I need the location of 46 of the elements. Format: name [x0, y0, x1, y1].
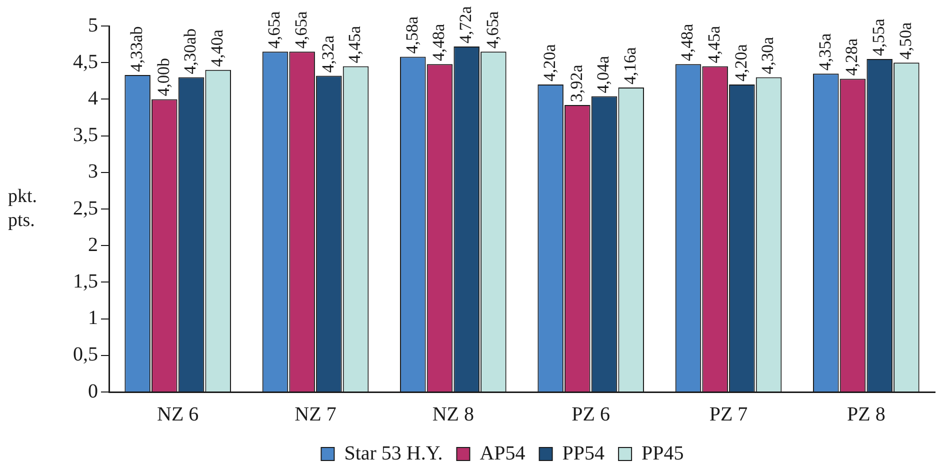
data-label: 3,92a: [566, 64, 586, 102]
y-tick-label: 5: [88, 14, 98, 36]
data-label: 4,65a: [264, 10, 284, 49]
data-label: 4,48a: [429, 23, 448, 62]
legend-label: PP45: [642, 442, 684, 464]
legend-label: PP54: [562, 442, 605, 464]
data-label: 4,16a: [620, 46, 640, 84]
y-tick-label: 3,5: [73, 124, 98, 146]
data-label: 4,32a: [318, 35, 338, 73]
y-tick-label: 2: [88, 234, 98, 256]
data-label: 4,20a: [540, 44, 560, 82]
data-label: 4,65a: [482, 10, 502, 49]
y-tick-label: 1,5: [73, 270, 98, 292]
data-label: 4,45a: [345, 26, 364, 64]
data-label: 4,55a: [869, 18, 888, 56]
legend-label: AP54: [480, 442, 526, 464]
x-tick-label: NZ 7: [294, 403, 336, 426]
y-axis-title: pkt. pts.: [8, 186, 38, 231]
data-label: 4,04a: [594, 56, 613, 94]
data-label: 4,58a: [402, 16, 422, 54]
y-tick-label: 3: [88, 160, 98, 183]
x-tick-label: PZ 8: [846, 403, 886, 426]
data-label: 4,45a: [704, 26, 724, 64]
data-label: 4,28a: [842, 38, 862, 76]
data-label: 4,30a: [758, 36, 778, 74]
legend-label: Star 53 H.Y.: [344, 442, 443, 464]
data-label: 4,50a: [896, 22, 915, 60]
y-tick-label: 0,5: [73, 344, 98, 366]
y-tick-label: 2,5: [73, 197, 98, 220]
data-label: 4,30ab: [180, 28, 200, 74]
y-tick-label: 4: [88, 87, 98, 110]
data-label: 4,48a: [678, 23, 697, 62]
data-label: 4,00b: [154, 58, 173, 96]
data-label: 4,65a: [292, 10, 311, 49]
x-tick-label: PZ 6: [572, 403, 610, 426]
data-label: 4,35a: [815, 32, 834, 71]
y-tick-label: 0: [88, 380, 98, 402]
data-label: 4,72a: [456, 6, 476, 44]
x-tick-label: NZ 8: [432, 403, 474, 426]
y-tick-label: 1: [88, 307, 98, 330]
data-label: 4,40a: [208, 29, 227, 67]
data-label: 4,20a: [731, 44, 750, 82]
x-tick-label: PZ 7: [709, 403, 748, 426]
y-tick-label: 4,5: [73, 50, 98, 73]
data-label: 4,33ab: [127, 26, 146, 72]
x-tick-label: NZ 6: [156, 403, 199, 426]
